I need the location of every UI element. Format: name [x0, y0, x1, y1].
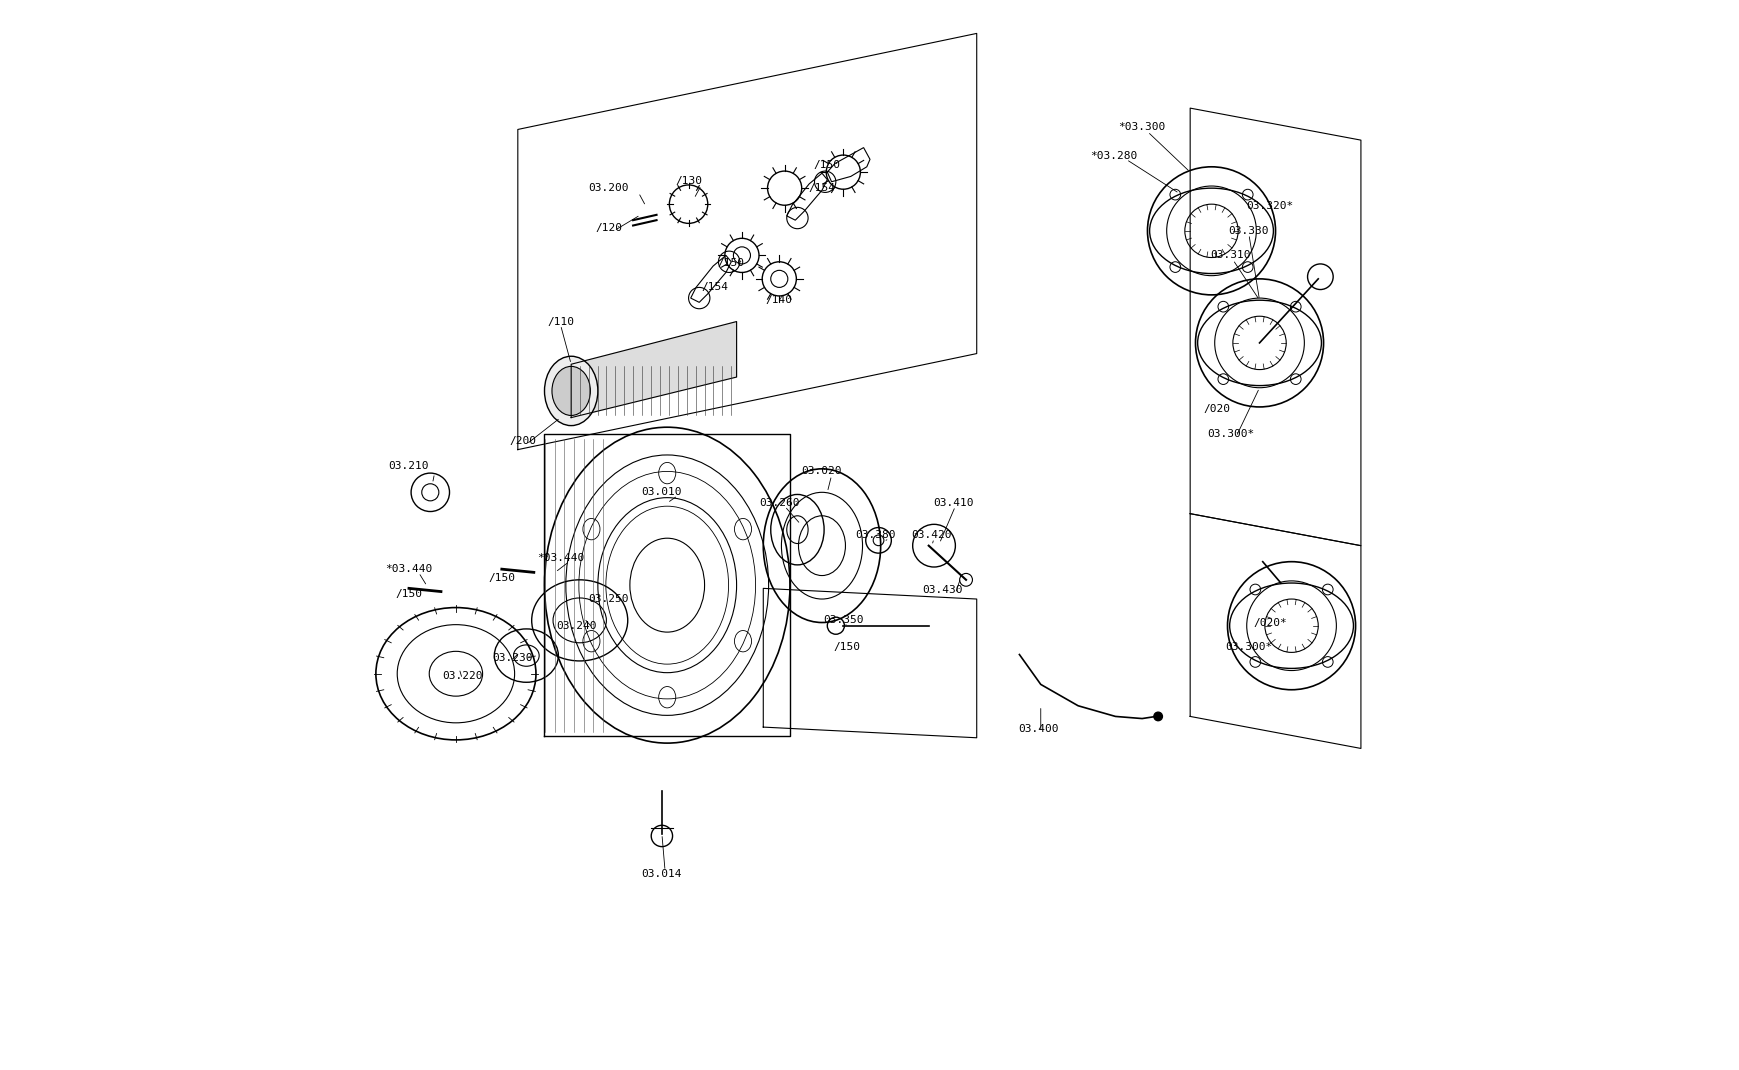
- Text: 03.230: 03.230: [492, 653, 532, 662]
- Text: /150: /150: [833, 642, 859, 652]
- Text: /150: /150: [718, 258, 744, 268]
- Text: 03.420: 03.420: [911, 530, 951, 540]
- Text: /110: /110: [546, 317, 574, 326]
- Text: 03.250: 03.250: [588, 594, 628, 605]
- Text: 03.430: 03.430: [922, 585, 962, 596]
- Text: 03.380: 03.380: [854, 530, 896, 540]
- Text: *03.280: *03.280: [1089, 151, 1136, 162]
- Text: 03.310: 03.310: [1210, 250, 1250, 260]
- Text: 03.210: 03.210: [388, 460, 430, 471]
- Text: /154: /154: [809, 183, 835, 194]
- Text: /020*: /020*: [1252, 617, 1287, 627]
- Ellipse shape: [1153, 713, 1162, 721]
- Text: *03.300: *03.300: [1118, 122, 1165, 133]
- Text: *03.440: *03.440: [384, 564, 433, 575]
- Polygon shape: [570, 322, 736, 417]
- Text: 03.010: 03.010: [642, 487, 682, 498]
- Text: /120: /120: [595, 223, 621, 232]
- Text: 03.410: 03.410: [932, 498, 972, 508]
- Text: 03.350: 03.350: [823, 615, 863, 625]
- Text: 03.014: 03.014: [642, 870, 682, 880]
- Text: *03.440: *03.440: [537, 553, 584, 564]
- Text: 03.300*: 03.300*: [1224, 642, 1271, 652]
- Text: /150: /150: [814, 159, 840, 170]
- Ellipse shape: [551, 366, 590, 415]
- Text: 03.300*: 03.300*: [1207, 429, 1254, 439]
- Text: 03.220: 03.220: [442, 671, 482, 681]
- Text: 03.330: 03.330: [1228, 226, 1268, 235]
- Text: 03.200: 03.200: [588, 183, 628, 194]
- Text: 03.320*: 03.320*: [1245, 201, 1294, 211]
- Text: /150: /150: [489, 572, 515, 583]
- Text: /150: /150: [395, 588, 423, 599]
- Ellipse shape: [544, 356, 598, 426]
- Text: 03.400: 03.400: [1017, 724, 1059, 734]
- Text: /130: /130: [675, 175, 701, 186]
- Text: 03.260: 03.260: [758, 498, 800, 508]
- Text: /154: /154: [701, 282, 729, 292]
- Text: 03.020: 03.020: [802, 465, 842, 476]
- Text: /140: /140: [765, 295, 793, 305]
- Text: /200: /200: [510, 437, 536, 446]
- Text: 03.240: 03.240: [556, 621, 596, 630]
- Text: /020: /020: [1203, 404, 1229, 414]
